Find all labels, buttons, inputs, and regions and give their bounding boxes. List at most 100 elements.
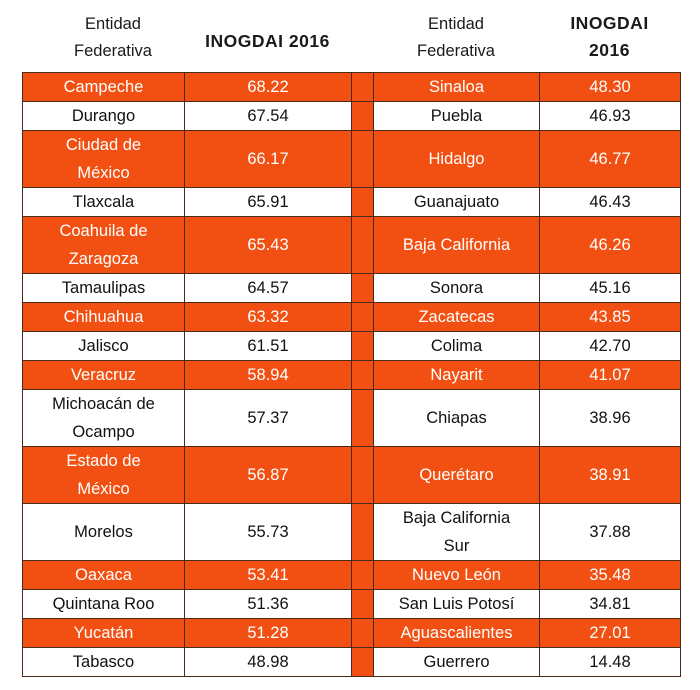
left-value-cell: 56.87 xyxy=(184,446,352,504)
right-entity-cell: Guanajuato xyxy=(373,187,540,217)
table-row: Yucatán 51.28 Aguascalientes 27.01 xyxy=(22,618,681,648)
left-entity-line2: Zaragoza xyxy=(68,250,139,268)
table-row: Michoacán de Ocampo 57.37 Chiapas 38.96 xyxy=(22,389,681,447)
column-divider xyxy=(351,360,374,390)
right-entity-line1: Nuevo León xyxy=(412,566,501,584)
left-entity-cell: Veracruz xyxy=(22,360,185,390)
table-row: Durango 67.54 Puebla 46.93 xyxy=(22,101,681,131)
left-entity-line1: Estado de xyxy=(66,452,141,470)
left-entity-cell: Jalisco xyxy=(22,331,185,361)
left-entity-header-line2: Federativa xyxy=(74,42,152,60)
right-value-cell: 46.93 xyxy=(539,101,681,131)
table-row: Quintana Roo 51.36 San Luis Potosí 34.81 xyxy=(22,589,681,619)
table-row: Veracruz 58.94 Nayarit 41.07 xyxy=(22,360,681,390)
column-divider xyxy=(351,302,374,332)
left-value-cell: 51.28 xyxy=(184,618,352,648)
left-entity-line1: Veracruz xyxy=(70,366,137,384)
left-entity-cell: Quintana Roo xyxy=(22,589,185,619)
left-entity-line1: Tabasco xyxy=(72,653,135,671)
right-entity-cell: Baja California Sur xyxy=(373,503,540,561)
left-entity-cell: Chihuahua xyxy=(22,302,185,332)
left-value-cell: 53.41 xyxy=(184,560,352,590)
left-entity-cell: Campeche xyxy=(22,72,185,102)
right-value-cell: 41.07 xyxy=(539,360,681,390)
left-value-cell: 51.36 xyxy=(184,589,352,619)
left-entity-cell: Tabasco xyxy=(22,647,185,677)
right-value-cell: 46.77 xyxy=(539,130,681,188)
right-entity-header-line2: Federativa xyxy=(417,42,495,60)
column-divider xyxy=(351,560,374,590)
left-value-cell: 68.22 xyxy=(184,72,352,102)
right-value-cell: 14.48 xyxy=(539,647,681,677)
left-entity-cell: Oaxaca xyxy=(22,560,185,590)
column-divider xyxy=(351,647,374,677)
right-entity-header: Entidad Federativa xyxy=(373,0,539,74)
table-row: Tabasco 48.98 Guerrero 14.48 xyxy=(22,647,681,677)
left-value-cell: 61.51 xyxy=(184,331,352,361)
column-divider xyxy=(351,187,374,217)
table-row: Tlaxcala 65.91 Guanajuato 46.43 xyxy=(22,187,681,217)
right-entity-cell: Querétaro xyxy=(373,446,540,504)
right-entity-cell: San Luis Potosí xyxy=(373,589,540,619)
column-divider xyxy=(351,589,374,619)
table-row: Ciudad de México 66.17 Hidalgo 46.77 xyxy=(22,130,681,188)
right-entity-line2: Sur xyxy=(443,537,470,555)
right-value-header: INOGDAI 2016 xyxy=(539,0,680,72)
table-row: Oaxaca 53.41 Nuevo León 35.48 xyxy=(22,560,681,590)
right-entity-header-line1: Entidad xyxy=(428,15,484,33)
right-entity-cell: Sinaloa xyxy=(373,72,540,102)
left-value-cell: 58.94 xyxy=(184,360,352,390)
column-divider xyxy=(351,130,374,188)
left-entity-cell: Yucatán xyxy=(22,618,185,648)
left-value-cell: 65.91 xyxy=(184,187,352,217)
right-entity-line1: Chiapas xyxy=(426,409,487,427)
table-row: Campeche 68.22 Sinaloa 48.30 xyxy=(22,72,681,102)
left-value-cell: 63.32 xyxy=(184,302,352,332)
left-entity-line1: Tamaulipas xyxy=(61,279,146,297)
right-value-cell: 42.70 xyxy=(539,331,681,361)
right-entity-cell: Chiapas xyxy=(373,389,540,447)
left-entity-header: Entidad Federativa xyxy=(22,0,204,74)
left-value-cell: 65.43 xyxy=(184,216,352,274)
column-divider xyxy=(351,216,374,274)
left-entity-line2: México xyxy=(77,480,130,498)
right-entity-line1: Colima xyxy=(430,337,483,355)
right-entity-line1: Hidalgo xyxy=(428,150,485,168)
right-entity-cell: Guerrero xyxy=(373,647,540,677)
left-entity-line1: Yucatán xyxy=(73,624,134,642)
left-entity-cell: Morelos xyxy=(22,503,185,561)
left-value-header-text: INOGDAI 2016 xyxy=(205,30,330,51)
right-value-cell: 48.30 xyxy=(539,72,681,102)
right-entity-cell: Nuevo León xyxy=(373,560,540,590)
column-divider xyxy=(351,618,374,648)
column-divider xyxy=(351,503,374,561)
right-entity-cell: Puebla xyxy=(373,101,540,131)
left-value-cell: 66.17 xyxy=(184,130,352,188)
left-entity-cell: Estado de México xyxy=(22,446,185,504)
right-entity-cell: Zacatecas xyxy=(373,302,540,332)
right-entity-cell: Nayarit xyxy=(373,360,540,390)
right-value-cell: 27.01 xyxy=(539,618,681,648)
right-entity-cell: Sonora xyxy=(373,273,540,303)
table-body: Campeche 68.22 Sinaloa 48.30 Durango 67.… xyxy=(22,72,681,677)
right-value-header-line1: INOGDAI xyxy=(570,13,649,33)
left-entity-line1: Tlaxcala xyxy=(72,193,135,211)
right-value-cell: 37.88 xyxy=(539,503,681,561)
right-entity-line1: Sinaloa xyxy=(428,78,485,96)
right-entity-line1: Puebla xyxy=(430,107,483,125)
right-entity-line1: Guanajuato xyxy=(413,193,500,211)
right-entity-line1: Aguascalientes xyxy=(400,624,513,642)
left-value-cell: 57.37 xyxy=(184,389,352,447)
right-entity-line1: Zacatecas xyxy=(418,308,495,326)
left-entity-cell: Ciudad de México xyxy=(22,130,185,188)
left-entity-line1: Quintana Roo xyxy=(52,595,155,613)
right-entity-line1: Baja California xyxy=(402,236,511,254)
table-row: Morelos 55.73 Baja California Sur 37.88 xyxy=(22,503,681,561)
left-value-header: INOGDAI 2016 xyxy=(184,0,351,72)
left-entity-line1: Oaxaca xyxy=(75,566,132,584)
right-entity-cell: Baja California xyxy=(373,216,540,274)
right-entity-cell: Colima xyxy=(373,331,540,361)
left-entity-line1: Durango xyxy=(71,107,136,125)
left-entity-line2: México xyxy=(77,164,130,182)
right-entity-line1: Guerrero xyxy=(423,653,490,671)
